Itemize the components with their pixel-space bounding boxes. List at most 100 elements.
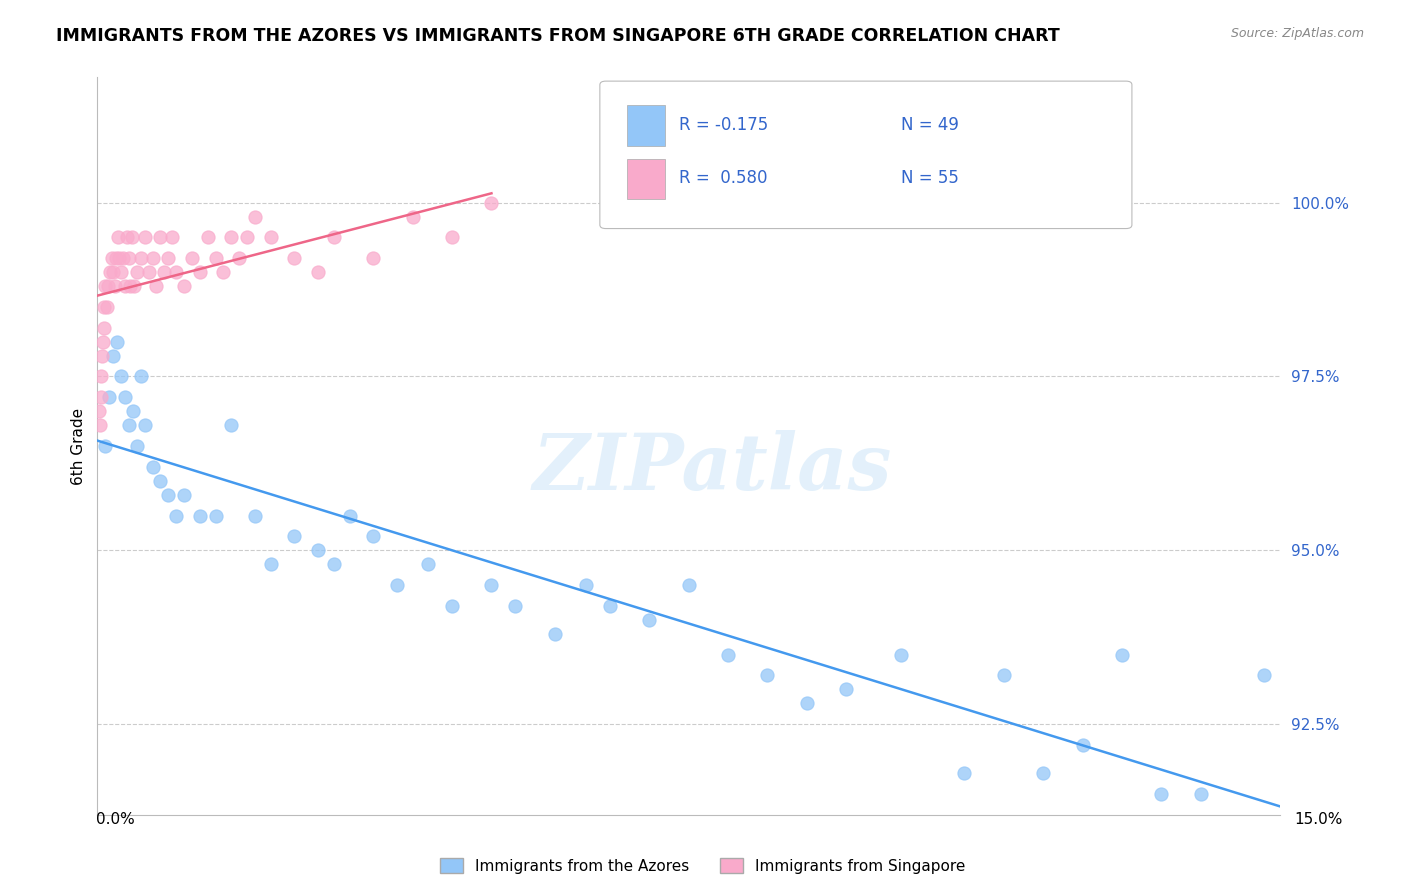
- Point: [181, 252, 204, 266]
- Point: [322, 230, 344, 244]
- Point: [105, 334, 128, 349]
- Point: [157, 252, 180, 266]
- Point: [93, 300, 115, 314]
- Point: [835, 682, 858, 697]
- Point: [98, 390, 121, 404]
- Point: [543, 626, 565, 640]
- Point: [307, 265, 329, 279]
- Point: [283, 529, 305, 543]
- Point: [97, 279, 120, 293]
- Point: [149, 474, 172, 488]
- Point: [481, 195, 503, 210]
- Point: [283, 252, 305, 266]
- Point: [221, 418, 243, 433]
- Point: [122, 279, 145, 293]
- Point: [105, 252, 128, 266]
- Point: [575, 578, 598, 592]
- Bar: [627, 159, 665, 199]
- Point: [173, 488, 195, 502]
- Point: [165, 508, 187, 523]
- Point: [953, 765, 976, 780]
- Text: 15.0%: 15.0%: [1295, 812, 1343, 827]
- Point: [125, 439, 148, 453]
- Point: [1032, 765, 1054, 780]
- Point: [339, 508, 361, 523]
- Point: [91, 334, 114, 349]
- Point: [93, 320, 115, 334]
- Point: [243, 508, 266, 523]
- Point: [481, 578, 503, 592]
- Point: [503, 599, 526, 613]
- Point: [149, 230, 172, 244]
- Point: [173, 279, 195, 293]
- Point: [160, 230, 183, 244]
- Point: [993, 668, 1015, 682]
- Point: [153, 265, 176, 279]
- Point: [107, 230, 129, 244]
- Point: [165, 265, 187, 279]
- Point: [157, 488, 180, 502]
- Point: [110, 265, 132, 279]
- Point: [134, 418, 156, 433]
- Point: [322, 558, 344, 572]
- Point: [260, 558, 283, 572]
- Point: [138, 265, 160, 279]
- Point: [221, 230, 243, 244]
- Point: [98, 265, 121, 279]
- Text: Source: ZipAtlas.com: Source: ZipAtlas.com: [1230, 27, 1364, 40]
- Point: [756, 668, 779, 682]
- Point: [125, 265, 148, 279]
- Point: [204, 508, 226, 523]
- Point: [114, 279, 136, 293]
- Text: R =  0.580: R = 0.580: [679, 169, 768, 187]
- Point: [117, 230, 139, 244]
- Text: R = -0.175: R = -0.175: [679, 116, 768, 135]
- Point: [212, 265, 235, 279]
- Point: [260, 230, 283, 244]
- Point: [890, 648, 912, 662]
- Text: 0.0%: 0.0%: [96, 812, 135, 827]
- Point: [1150, 787, 1173, 801]
- Point: [638, 613, 661, 627]
- Point: [100, 252, 122, 266]
- Point: [134, 230, 156, 244]
- Point: [108, 252, 131, 266]
- Point: [89, 418, 111, 433]
- Point: [94, 439, 117, 453]
- Point: [401, 210, 423, 224]
- Point: [96, 300, 118, 314]
- Point: [94, 279, 117, 293]
- Point: [1253, 668, 1275, 682]
- Point: [89, 390, 111, 404]
- Text: N = 55: N = 55: [901, 169, 959, 187]
- Point: [204, 252, 226, 266]
- Point: [121, 404, 143, 418]
- Point: [87, 404, 110, 418]
- Point: [91, 349, 114, 363]
- Bar: [627, 105, 665, 146]
- Point: [418, 558, 440, 572]
- Point: [110, 369, 132, 384]
- Point: [188, 508, 211, 523]
- Point: [441, 230, 464, 244]
- Point: [90, 369, 112, 384]
- Point: [796, 696, 818, 710]
- Point: [121, 230, 143, 244]
- Text: ZIPatlas: ZIPatlas: [533, 430, 891, 507]
- Point: [114, 390, 136, 404]
- Point: [101, 265, 124, 279]
- Point: [599, 599, 621, 613]
- Point: [307, 543, 329, 558]
- Point: [111, 252, 134, 266]
- Point: [1111, 648, 1133, 662]
- Point: [141, 252, 163, 266]
- Point: [236, 230, 259, 244]
- Point: [118, 418, 141, 433]
- Point: [1189, 787, 1212, 801]
- Point: [361, 529, 384, 543]
- Point: [361, 252, 384, 266]
- Point: [228, 252, 250, 266]
- Y-axis label: 6th Grade: 6th Grade: [72, 408, 86, 484]
- Point: [188, 265, 211, 279]
- Legend: Immigrants from the Azores, Immigrants from Singapore: Immigrants from the Azores, Immigrants f…: [434, 852, 972, 880]
